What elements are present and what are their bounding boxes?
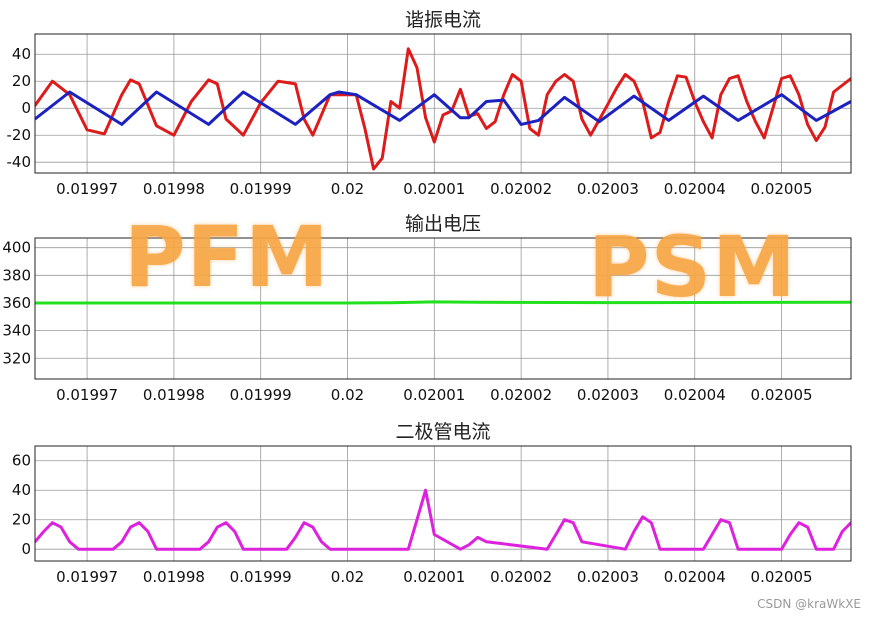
x-tick-label: 0.01999 xyxy=(230,386,292,404)
plot-border xyxy=(34,445,852,562)
x-tick-label: 0.02001 xyxy=(403,180,465,198)
x-tick-label: 0.01998 xyxy=(143,568,205,586)
x-tick-label: 0.02003 xyxy=(577,568,639,586)
x-tick-label: 0.02003 xyxy=(577,180,639,198)
y-tick-label: 40 xyxy=(12,481,31,499)
chart-title: 谐振电流 xyxy=(405,9,481,31)
plot-area xyxy=(34,237,852,380)
y-tick-label: 380 xyxy=(2,266,31,284)
x-tick-label: 0.01997 xyxy=(56,180,118,198)
y-tick-label: 60 xyxy=(12,452,31,470)
x-tick-label: 0.02004 xyxy=(664,180,726,198)
watermark: CSDN @kraWkXE xyxy=(757,597,861,611)
x-tick-label: 0.02002 xyxy=(490,568,552,586)
series-line-diode_current xyxy=(35,488,851,551)
chart-title: 二极管电流 xyxy=(395,421,490,443)
y-tick-label: 320 xyxy=(2,349,31,367)
y-tick-label: 20 xyxy=(12,72,31,90)
x-tick-label: 0.02 xyxy=(331,180,364,198)
x-tick-label: 0.01997 xyxy=(56,568,118,586)
x-tick-label: 0.02 xyxy=(331,568,364,586)
plot-border xyxy=(34,237,852,380)
chart-panel-3: 0.01997 0.01998 0.01999 0.02 0.02001 0.02002 0… xyxy=(12,421,852,586)
x-tick-label: 0.01999 xyxy=(230,568,292,586)
y-tick-label: 0 xyxy=(21,99,31,117)
x-tick-label: 0.02001 xyxy=(403,568,465,586)
y-tick-label: -20 xyxy=(7,126,32,144)
plot-area xyxy=(34,445,852,562)
chart-title: 输出电压 xyxy=(405,213,481,235)
y-tick-label: 40 xyxy=(12,45,31,63)
x-tick-label: 0.01998 xyxy=(143,180,205,198)
x-tick-label: 0.02 xyxy=(331,386,364,404)
x-tick-label: 0.01999 xyxy=(230,180,292,198)
y-tick-label: 0 xyxy=(21,540,31,558)
y-tick-label: 360 xyxy=(2,294,31,312)
x-tick-label: 0.02002 xyxy=(490,180,552,198)
chart-panel-1: 0.01997 0.01998 0.01999 0.02 0.02001 0.02002 0… xyxy=(7,9,852,198)
series-line-resonant_current xyxy=(35,47,851,171)
x-tick-label: 0.02005 xyxy=(751,568,813,586)
series-line-output_voltage xyxy=(35,300,851,305)
y-tick-label: 20 xyxy=(12,511,31,529)
series-line-magnetizing_current xyxy=(35,90,851,126)
plot-border xyxy=(34,33,852,174)
x-tick-label: 0.02005 xyxy=(751,386,813,404)
psm-overlay-label: PSM xyxy=(588,218,797,316)
x-tick-label: 0.01997 xyxy=(56,386,118,404)
x-tick-label: 0.02002 xyxy=(490,386,552,404)
x-tick-label: 0.02004 xyxy=(664,568,726,586)
x-tick-label: 0.02001 xyxy=(403,386,465,404)
pfm-overlay-label: PFM xyxy=(124,208,330,306)
chart-panel-2: 0.01997 0.01998 0.01999 0.02 0.02001 0.02002 0… xyxy=(2,213,852,404)
x-tick-label: 0.02004 xyxy=(664,386,726,404)
y-tick-label: 340 xyxy=(2,322,31,340)
y-tick-label: 400 xyxy=(2,239,31,257)
x-tick-label: 0.02003 xyxy=(577,386,639,404)
x-tick-label: 0.01998 xyxy=(143,386,205,404)
y-tick-label: -40 xyxy=(7,153,32,171)
x-tick-label: 0.02005 xyxy=(751,180,813,198)
